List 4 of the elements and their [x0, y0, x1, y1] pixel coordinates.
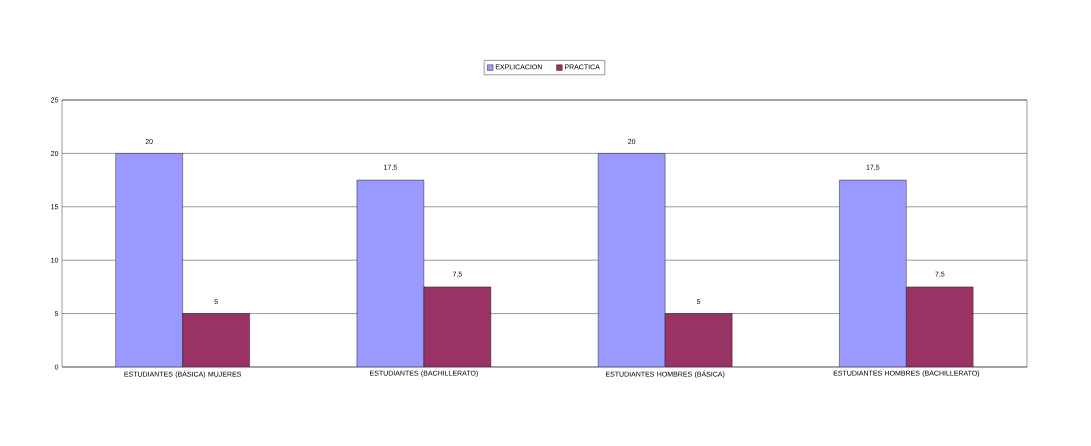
bar [839, 179, 907, 367]
bar [356, 179, 425, 367]
bar [115, 153, 183, 367]
bar [597, 153, 666, 367]
